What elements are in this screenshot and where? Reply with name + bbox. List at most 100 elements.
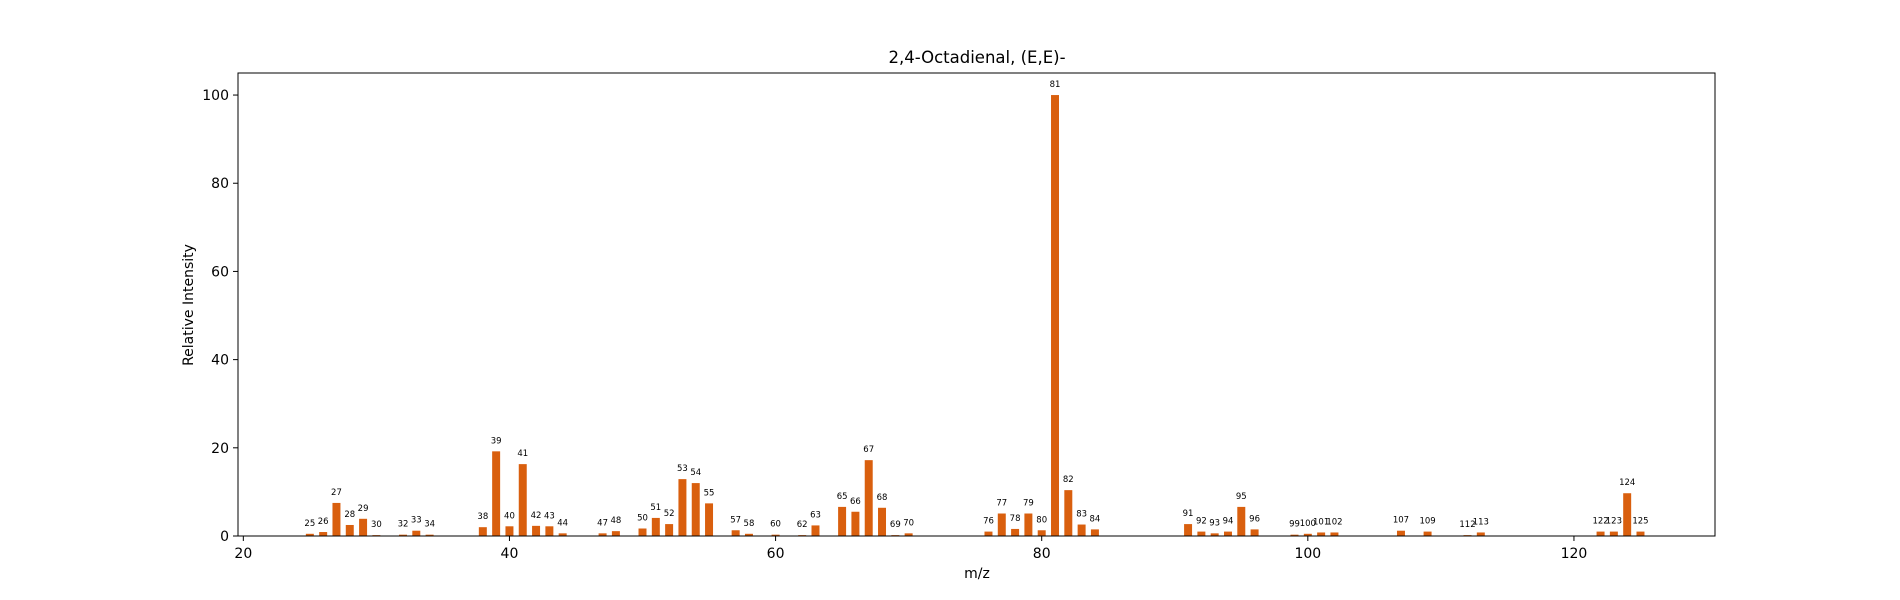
x-tick-label-100: 100 [1294, 546, 1321, 562]
bar-label-mz-123: 123 [1606, 517, 1622, 527]
y-tick-label-60: 60 [211, 264, 229, 280]
bar-label-mz-39: 39 [491, 436, 502, 446]
bar-mz-32 [399, 534, 407, 536]
bar-label-mz-27: 27 [331, 488, 342, 498]
bar-mz-100 [1303, 533, 1312, 536]
bar-label-mz-66: 66 [850, 497, 861, 507]
bar-label-mz-70: 70 [903, 518, 914, 528]
bar-mz-77 [997, 513, 1006, 536]
bar-label-mz-44: 44 [557, 518, 568, 528]
bar-mz-109 [1423, 531, 1432, 536]
bar-label-mz-124: 124 [1619, 478, 1635, 488]
bar-label-mz-67: 67 [863, 445, 874, 455]
bar-mz-25 [305, 533, 314, 536]
bar-label-mz-58: 58 [744, 519, 755, 529]
bar-label-mz-81: 81 [1050, 80, 1061, 90]
bar-mz-40 [505, 526, 514, 536]
bar-label-mz-102: 102 [1326, 517, 1342, 527]
y-axis: 0 20 40 60 80 100 [202, 88, 238, 545]
bar-mz-38 [478, 527, 487, 536]
bar-mz-27 [332, 502, 341, 536]
bar-label-mz-55: 55 [704, 488, 715, 498]
plot-area-frame [237, 72, 1716, 537]
chart-title: 2,4-Octadienal, (E,E)- [888, 48, 1065, 67]
bar-label-mz-34: 34 [424, 520, 435, 530]
bar-label-mz-78: 78 [1010, 514, 1021, 524]
bar-label-mz-57: 57 [730, 515, 741, 525]
bar-label-mz-94: 94 [1223, 517, 1234, 527]
bar-label-mz-113: 113 [1473, 517, 1489, 527]
bar-mz-107 [1396, 530, 1405, 536]
y-tick-label-40: 40 [211, 353, 229, 369]
x-tick-label-80: 80 [1033, 546, 1051, 562]
bar-label-mz-122: 122 [1592, 517, 1608, 527]
y-axis-title: Relative Intensity [181, 244, 197, 366]
bar-label-mz-69: 69 [890, 520, 901, 530]
y-tick-label-20: 20 [211, 441, 229, 457]
bar-label-mz-43: 43 [544, 511, 555, 521]
bar-mz-28 [345, 524, 354, 536]
bar-label-mz-26: 26 [318, 517, 329, 527]
bar-label-mz-38: 38 [477, 512, 488, 522]
bar-label-mz-109: 109 [1419, 517, 1435, 527]
bar-mz-29 [359, 518, 368, 536]
bar-mz-82 [1064, 490, 1073, 536]
bar-label-mz-42: 42 [531, 511, 542, 521]
bar-mz-93 [1210, 533, 1219, 536]
bar-mz-39 [492, 451, 501, 536]
bar-mz-53 [678, 479, 687, 536]
bar-label-mz-82: 82 [1063, 475, 1074, 485]
x-tick-label-60: 60 [767, 546, 785, 562]
bar-mz-57 [731, 530, 740, 536]
bar-label-mz-83: 83 [1076, 510, 1087, 520]
bar-mz-26 [319, 532, 328, 536]
bar-mz-44 [558, 533, 567, 536]
y-tick-label-0: 0 [220, 529, 229, 545]
bar-mz-101 [1317, 532, 1326, 536]
bar-mz-50 [638, 528, 647, 536]
bar-label-mz-79: 79 [1023, 499, 1034, 509]
bar-mz-125 [1636, 531, 1645, 536]
bar-label-mz-77: 77 [996, 499, 1007, 509]
bar-mz-65 [838, 506, 847, 536]
bar-label-mz-28: 28 [344, 510, 355, 520]
bars-group [305, 95, 1645, 537]
bar-label-mz-96: 96 [1249, 514, 1260, 524]
bar-label-mz-93: 93 [1209, 518, 1220, 528]
y-tick-label-80: 80 [211, 176, 229, 192]
bar-mz-47 [598, 533, 607, 536]
bar-mz-70 [904, 533, 913, 536]
x-tick-label-120: 120 [1561, 546, 1588, 562]
bar-label-mz-29: 29 [358, 504, 369, 514]
bar-label-mz-50: 50 [637, 514, 648, 524]
bar-label-mz-63: 63 [810, 510, 821, 520]
bar-label-mz-53: 53 [677, 464, 688, 474]
bar-mz-99 [1290, 534, 1299, 536]
bar-mz-51 [651, 517, 660, 536]
bar-label-mz-80: 80 [1036, 515, 1047, 525]
x-tick-label-40: 40 [501, 546, 519, 562]
bar-label-mz-101: 101 [1313, 517, 1329, 527]
bar-mz-68 [878, 507, 887, 536]
bar-label-mz-68: 68 [877, 493, 888, 503]
bar-label-mz-54: 54 [690, 468, 701, 478]
bar-label-mz-33: 33 [411, 516, 422, 526]
bar-label-mz-91: 91 [1183, 509, 1194, 519]
bar-mz-124 [1623, 493, 1632, 536]
bar-label-mz-32: 32 [398, 520, 409, 530]
bar-label-mz-112: 112 [1459, 520, 1475, 530]
bar-mz-33 [412, 530, 421, 536]
bar-label-mz-41: 41 [517, 449, 528, 459]
bar-label-mz-40: 40 [504, 511, 515, 521]
bar-label-mz-100: 100 [1300, 519, 1316, 529]
bar-mz-48 [611, 531, 620, 536]
bar-mz-60 [771, 534, 780, 536]
bar-label-mz-92: 92 [1196, 517, 1207, 527]
bar-mz-58 [744, 533, 753, 536]
bar-mz-92 [1197, 531, 1206, 536]
bar-mz-63 [811, 525, 820, 536]
bar-label-mz-125: 125 [1632, 517, 1648, 527]
